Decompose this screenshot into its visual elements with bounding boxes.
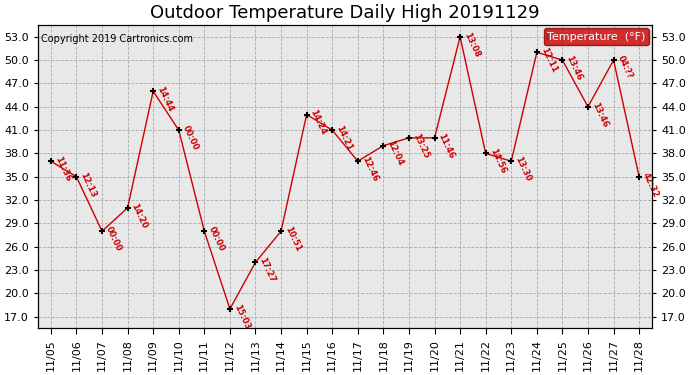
Text: 11:36: 11:36 (53, 155, 72, 183)
Point (582, 104, 593, 110)
Text: 04:??: 04:?? (615, 54, 634, 80)
Point (557, 57, 568, 63)
Text: 12:04: 12:04 (386, 140, 405, 168)
Point (199, 228, 210, 234)
Text: 00:00: 00:00 (181, 124, 200, 152)
Point (224, 306, 235, 312)
Point (378, 142, 389, 148)
Point (353, 158, 364, 164)
Point (46, 158, 57, 164)
Point (148, 88, 159, 94)
Point (404, 135, 415, 141)
Text: 14:44: 14:44 (155, 85, 175, 113)
Legend: Temperature  (°F): Temperature (°F) (544, 28, 649, 45)
Text: 00:00: 00:00 (104, 225, 124, 253)
Point (633, 174, 644, 180)
Text: 13:08: 13:08 (462, 31, 482, 58)
Point (608, 57, 619, 63)
Text: 12:46: 12:46 (359, 155, 380, 183)
Text: 13:46: 13:46 (590, 100, 609, 129)
Point (455, 34, 466, 40)
Point (122, 205, 133, 211)
Text: 11:46: 11:46 (437, 132, 456, 160)
Text: 14:24: 14:24 (308, 108, 328, 136)
Point (480, 150, 491, 156)
Text: 10:51: 10:51 (283, 225, 302, 253)
Text: 14:56: 14:56 (488, 147, 507, 176)
Text: 13:30: 13:30 (513, 155, 533, 183)
Text: Copyright 2019 Cartronics.com: Copyright 2019 Cartronics.com (41, 34, 193, 44)
Text: 15:03: 15:03 (232, 303, 251, 331)
Text: 00:00: 00:00 (206, 225, 226, 253)
Title: Outdoor Temperature Daily High 20191129: Outdoor Temperature Daily High 20191129 (150, 4, 540, 22)
Text: 12:11: 12:11 (539, 46, 558, 74)
Text: 13:25: 13:25 (411, 132, 431, 160)
Point (429, 135, 440, 141)
Point (97, 228, 108, 234)
Point (531, 50, 542, 55)
Point (275, 228, 286, 234)
Text: 14:21: 14:21 (334, 124, 354, 152)
Point (250, 259, 261, 265)
Text: 14:20: 14:20 (130, 202, 149, 230)
Point (173, 127, 184, 133)
Text: 17:27: 17:27 (257, 256, 277, 284)
Point (506, 158, 517, 164)
Text: 12:13: 12:13 (79, 171, 98, 199)
Point (301, 111, 312, 117)
Text: 42:32: 42:32 (641, 171, 660, 199)
Point (71, 174, 82, 180)
Point (326, 127, 337, 133)
Text: 13:46: 13:46 (564, 54, 584, 82)
